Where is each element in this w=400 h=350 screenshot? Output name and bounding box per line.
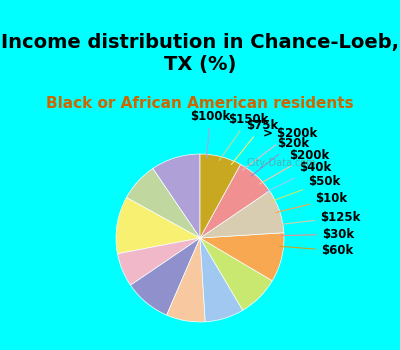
Wedge shape [130, 238, 200, 315]
Text: > $200k: > $200k [242, 127, 318, 170]
Text: $50k: $50k [271, 175, 340, 201]
Text: $10k: $10k [276, 193, 348, 212]
Wedge shape [118, 238, 200, 285]
Wedge shape [153, 154, 200, 238]
Wedge shape [200, 238, 272, 310]
Wedge shape [200, 191, 284, 238]
Wedge shape [116, 197, 200, 254]
Wedge shape [200, 238, 243, 322]
Text: $20k: $20k [251, 137, 309, 176]
Text: $100k: $100k [190, 110, 230, 158]
Text: $30k: $30k [280, 228, 354, 241]
Wedge shape [126, 169, 200, 238]
Text: $200k: $200k [259, 149, 330, 184]
Text: City-Data.com: City-Data.com [246, 158, 316, 168]
Text: Income distribution in Chance-Loeb,
TX (%): Income distribution in Chance-Loeb, TX (… [1, 33, 399, 74]
Wedge shape [167, 238, 205, 322]
Text: $75k: $75k [231, 119, 279, 164]
Text: $125k: $125k [279, 211, 360, 225]
Wedge shape [200, 164, 270, 238]
Wedge shape [200, 233, 284, 281]
Text: $150k: $150k [219, 113, 268, 161]
Wedge shape [200, 154, 240, 238]
Text: $60k: $60k [280, 244, 353, 257]
Text: $40k: $40k [266, 161, 332, 192]
Text: Black or African American residents: Black or African American residents [46, 96, 354, 111]
